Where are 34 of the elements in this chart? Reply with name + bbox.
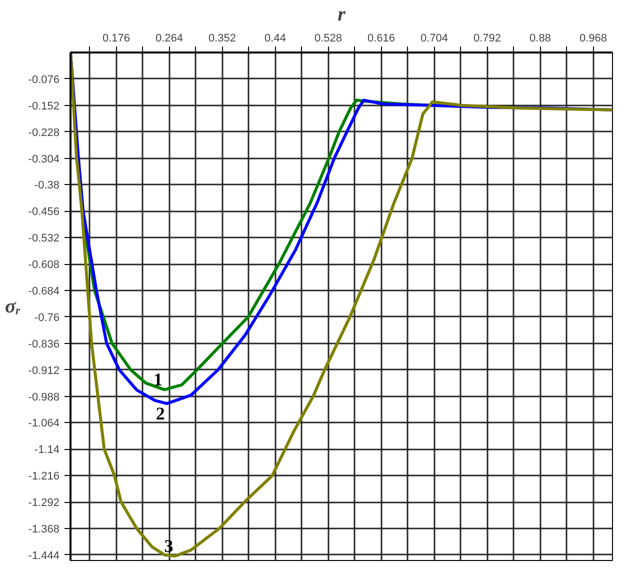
y-tick-label: -0.304	[28, 153, 60, 166]
x-tick-label: 0.968	[579, 32, 607, 44]
y-tick-label: -0.76	[34, 312, 60, 324]
x-tick-label: 0.704	[420, 32, 448, 44]
y-axis-title: σᵣ	[5, 296, 21, 318]
y-tick-label: -0.608	[28, 259, 60, 272]
y-tick-label: -0.988	[28, 391, 60, 404]
x-tick-label: 0.352	[208, 32, 236, 44]
x-axis-title: r	[338, 4, 346, 26]
y-tick-label: -1.064	[28, 418, 60, 430]
y-tick-label: -0.456	[28, 206, 60, 218]
y-tick-label: -0.684	[28, 285, 60, 298]
y-tick-label: -1.444	[28, 550, 60, 562]
x-tick-label: 0.88	[530, 32, 551, 44]
y-tick-label: -0.076	[28, 74, 60, 86]
y-tick-label: -1.216	[28, 470, 60, 483]
y-tick-label: -0.228	[28, 126, 60, 139]
y-tick-label: -0.912	[28, 364, 60, 377]
x-tick-label: 0.792	[473, 32, 502, 44]
x-tick-label: 0.528	[314, 32, 342, 44]
series-label: 1	[153, 370, 162, 390]
x-tick-label: 0.264	[156, 32, 184, 44]
x-tick-label: 0.616	[367, 32, 396, 44]
line-series	[70, 52, 612, 558]
series-label: 2	[156, 404, 165, 424]
x-tick-label: 0.176	[102, 32, 130, 44]
x-tick-label: 0.44	[264, 32, 286, 44]
y-tick-label: -1.368	[28, 523, 60, 536]
y-tick-label: -1.14	[34, 444, 60, 456]
y-tick-label: -0.532	[28, 232, 60, 245]
y-tick-label: -0.38	[34, 180, 60, 192]
y-tick-label: -1.292	[28, 497, 60, 510]
y-tick-label: -0.836	[28, 338, 60, 350]
y-tick-label: -0.152	[28, 100, 60, 112]
